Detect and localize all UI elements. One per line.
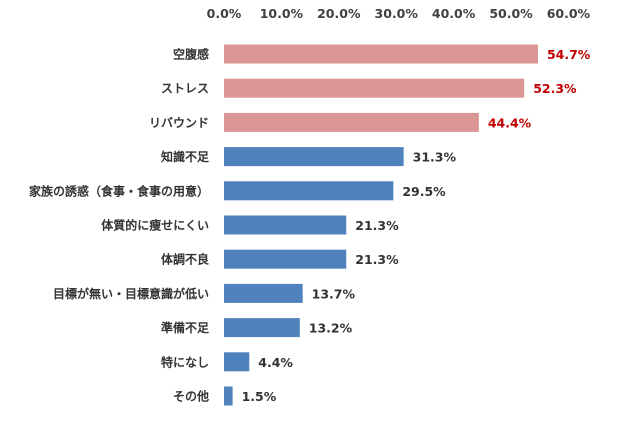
- x-tick-label: 0.0%: [207, 6, 242, 21]
- bar: [224, 352, 250, 372]
- category-label: 体質的に痩せにくい: [101, 218, 209, 233]
- bar: [224, 181, 394, 201]
- category-label: 体調不良: [161, 252, 209, 267]
- bars-group: [224, 44, 538, 406]
- bar: [224, 318, 300, 338]
- value-labels: 54.7% 52.3% 44.4% 31.3% 29.5% 21.3% 21.3% 13.7%…: [242, 47, 591, 404]
- data-label: 52.3%: [533, 81, 577, 96]
- x-tick-label: 40.0%: [432, 6, 476, 21]
- bar: [224, 283, 303, 303]
- bar: [224, 249, 347, 269]
- category-label: 空腹感: [173, 47, 209, 62]
- data-label: 31.3%: [413, 150, 457, 165]
- bar: [224, 147, 404, 167]
- category-label: 目標が無い・目標意識が低い: [53, 286, 209, 301]
- category-label: その他: [173, 389, 209, 404]
- x-tick-label: 30.0%: [375, 6, 419, 21]
- bar: [224, 44, 538, 64]
- data-label: 13.2%: [309, 321, 353, 336]
- category-label: 特になし: [161, 354, 209, 369]
- category-label: 家族の誘惑（食事・食事の用意）: [29, 183, 209, 198]
- x-tick-label: 10.0%: [260, 6, 304, 21]
- data-label: 54.7%: [547, 47, 591, 62]
- data-label: 21.3%: [355, 218, 399, 233]
- x-axis-ticks: 0.0% 10.0% 20.0% 30.0% 40.0% 50.0% 60.0%: [207, 6, 591, 21]
- data-label: 21.3%: [355, 252, 399, 267]
- bar: [224, 386, 233, 406]
- data-label: 13.7%: [312, 286, 356, 301]
- data-label: 29.5%: [402, 184, 446, 199]
- category-label: ストレス: [161, 82, 209, 96]
- data-label: 1.5%: [242, 389, 277, 404]
- category-label: 準備不足: [161, 320, 209, 335]
- bar: [224, 215, 347, 235]
- x-tick-label: 50.0%: [489, 6, 533, 21]
- x-tick-label: 60.0%: [547, 6, 591, 21]
- data-label: 4.4%: [258, 355, 293, 370]
- category-label: 知識不足: [160, 149, 209, 164]
- data-label: 44.4%: [488, 115, 532, 130]
- bar: [224, 112, 479, 132]
- x-tick-label: 20.0%: [317, 6, 361, 21]
- bar: [224, 78, 525, 98]
- category-label: リバウンド: [149, 116, 209, 130]
